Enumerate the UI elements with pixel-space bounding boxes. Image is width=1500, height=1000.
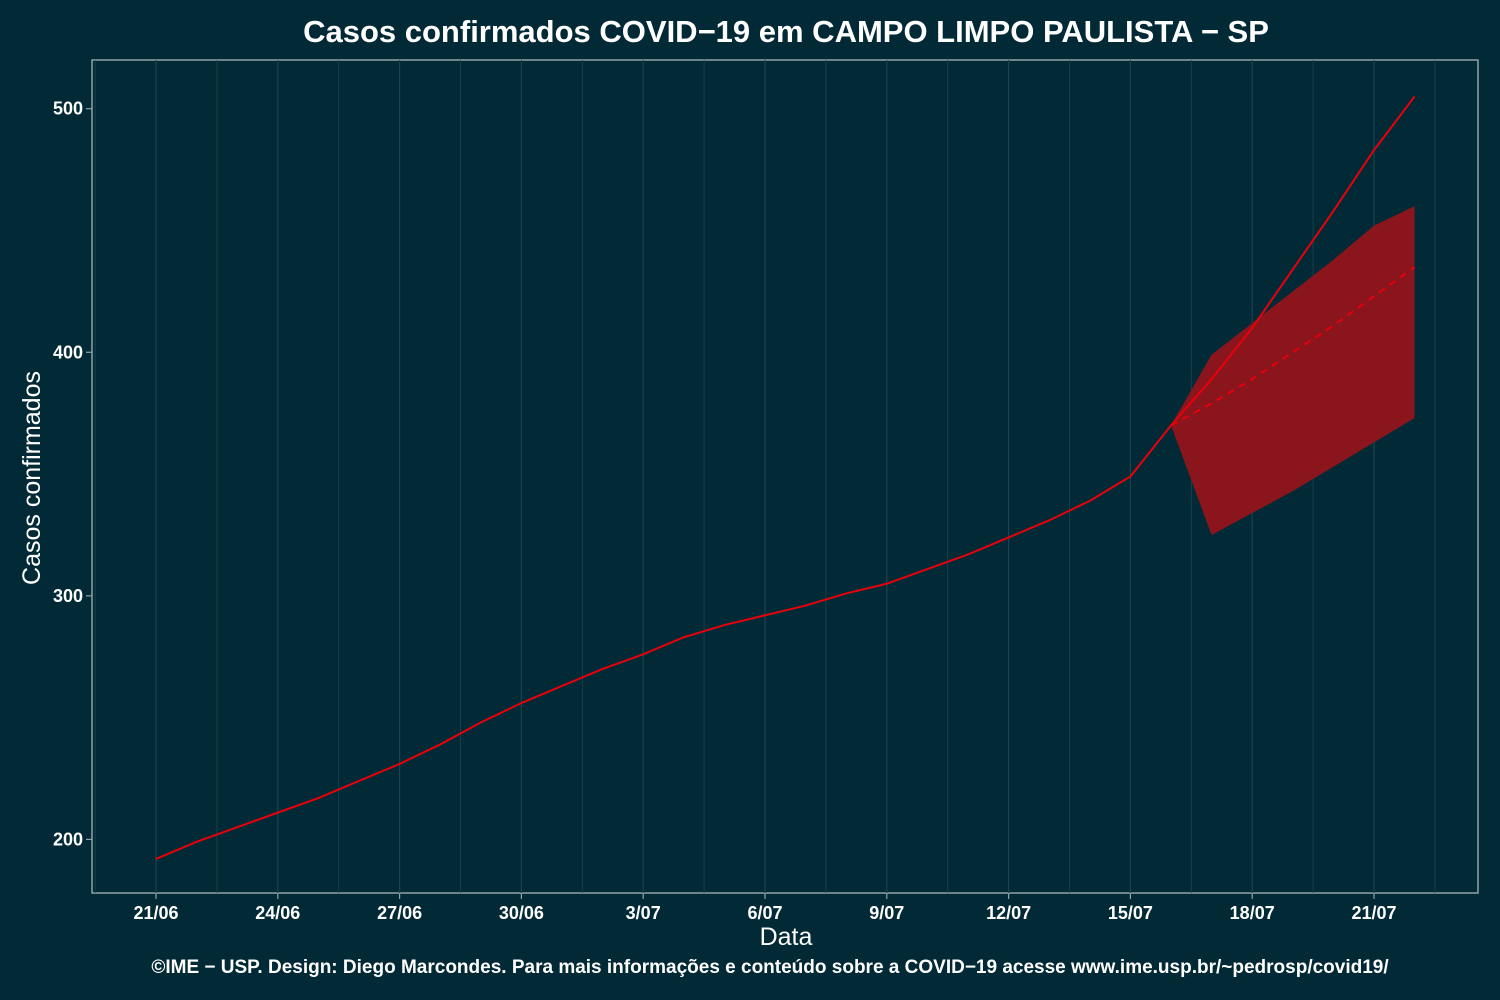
confidence-band [1171, 206, 1415, 535]
y-axis-title: Casos confirmados [18, 371, 46, 585]
y-axis-ticks: 200 300 400 500 [53, 99, 92, 849]
chart-title: Casos confirmados COVID−19 em CAMPO LIMP… [303, 14, 1269, 49]
footer-caption: ©IME − USP. Design: Diego Marcondes. Par… [151, 957, 1389, 978]
x-tick-label: 24/06 [255, 903, 300, 923]
x-tick-label: 18/07 [1230, 903, 1275, 923]
forecast-band [1171, 206, 1415, 535]
y-tick-label: 500 [53, 99, 83, 119]
y-tick-label: 400 [53, 342, 83, 362]
observed-line [155, 95, 1416, 860]
x-tick-label: 30/06 [499, 903, 544, 923]
x-tick-label: 3/07 [626, 903, 661, 923]
x-tick-label: 12/07 [986, 903, 1031, 923]
forecast-line [1170, 266, 1416, 427]
x-tick-label: 21/07 [1351, 903, 1396, 923]
series-lines [155, 95, 1416, 860]
x-tick-label: 9/07 [869, 903, 904, 923]
y-tick-label: 200 [53, 829, 83, 849]
x-tick-label: 27/06 [377, 903, 422, 923]
x-tick-label: 21/06 [133, 903, 178, 923]
x-axis-ticks: 21/06 24/06 27/06 30/06 3/07 6/07 9/07 12/07 15/… [133, 893, 1397, 923]
plot-frame [91, 59, 1479, 894]
y-tick-label: 300 [53, 586, 83, 606]
x-tick-label: 15/07 [1108, 903, 1153, 923]
x-axis-title: Data [760, 923, 813, 951]
x-tick-label: 6/07 [747, 903, 782, 923]
